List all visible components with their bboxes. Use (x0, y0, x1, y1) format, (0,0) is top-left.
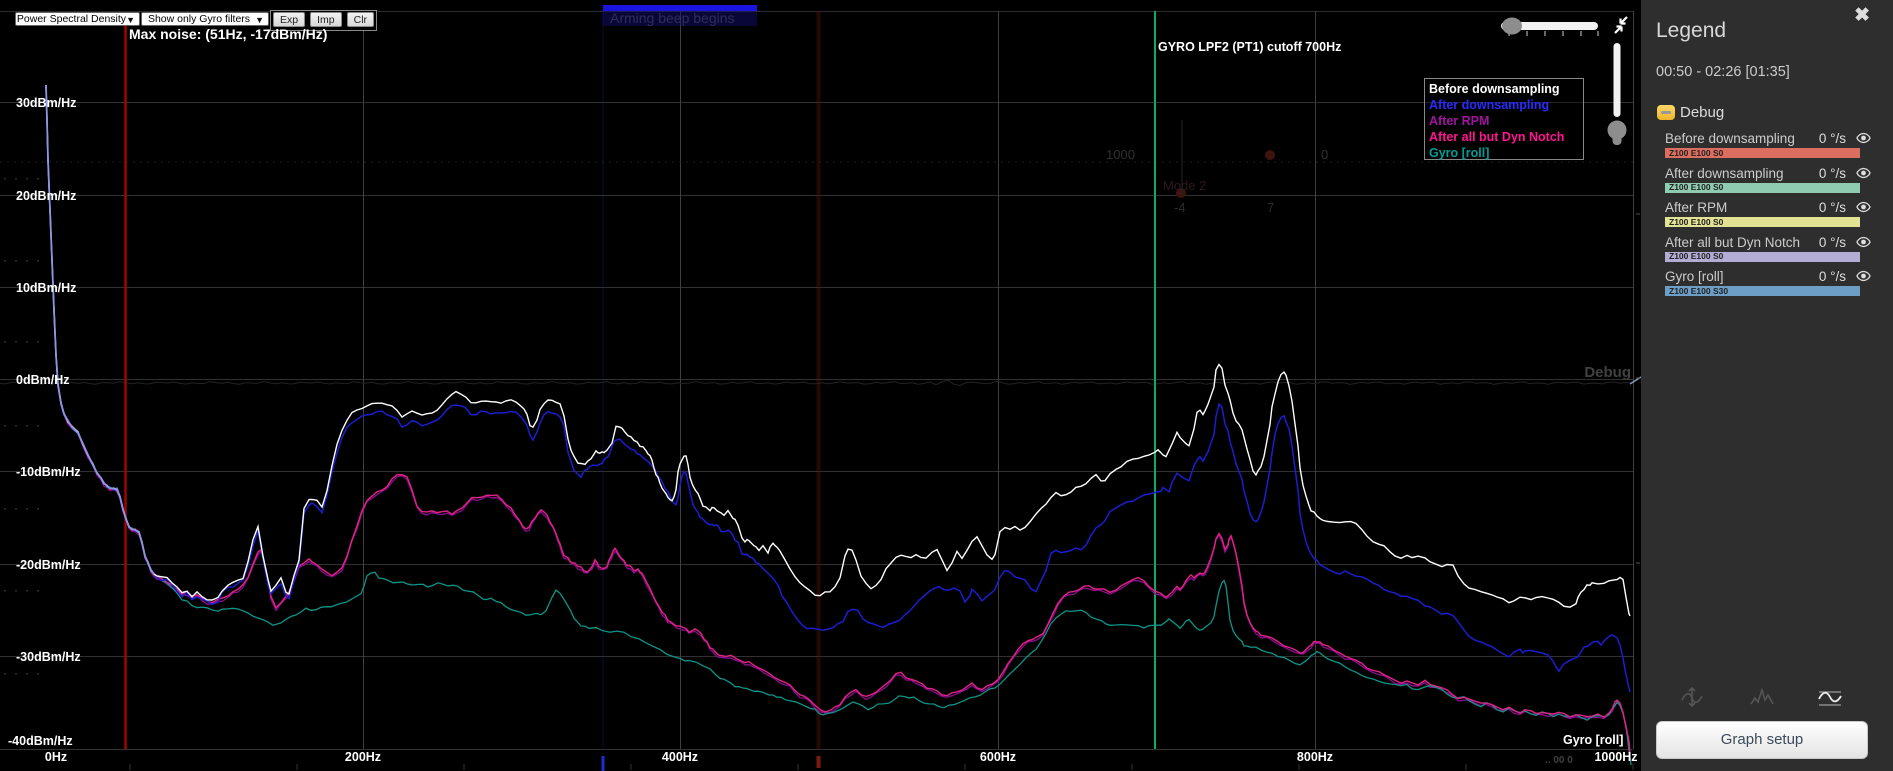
svg-text:7: 7 (1267, 200, 1274, 215)
svg-text:-20dBm/Hz: -20dBm/Hz (16, 558, 81, 572)
svg-text:800Hz: 800Hz (1297, 750, 1333, 764)
svg-text:-30dBm/Hz: -30dBm/Hz (16, 650, 81, 664)
svg-text:.. 00 0: .. 00 0 (1545, 755, 1573, 766)
svg-text:After downsampling: After downsampling (1429, 98, 1549, 112)
svg-text:Arming beep begins: Arming beep begins (610, 10, 735, 26)
svg-text:0dBm/Hz: 0dBm/Hz (16, 373, 69, 387)
svg-text:200Hz: 200Hz (345, 750, 381, 764)
svg-text:30dBm/Hz: 30dBm/Hz (16, 96, 76, 110)
svg-text:After RPM: After RPM (1429, 114, 1489, 128)
svg-text:400Hz: 400Hz (662, 750, 698, 764)
svg-text:-10dBm/Hz: -10dBm/Hz (16, 465, 81, 479)
svg-text:-4: -4 (1174, 200, 1186, 215)
svg-text:After all but Dyn Notch: After all but Dyn Notch (1429, 130, 1564, 144)
svg-text:1000: 1000 (1106, 147, 1135, 162)
svg-text:Debug: Debug (1584, 364, 1631, 381)
svg-text:GYRO LPF2 (PT1) cutoff 700Hz: GYRO LPF2 (PT1) cutoff 700Hz (1158, 40, 1341, 54)
svg-text:-40dBm/Hz: -40dBm/Hz (8, 734, 73, 748)
svg-text:20dBm/Hz: 20dBm/Hz (16, 189, 76, 203)
svg-text:0Hz: 0Hz (45, 750, 67, 764)
svg-text:0: 0 (1321, 147, 1328, 162)
svg-text:1000Hz: 1000Hz (1594, 750, 1637, 764)
svg-text:Gyro [roll]: Gyro [roll] (1429, 146, 1489, 160)
svg-text:Mode 2: Mode 2 (1163, 178, 1206, 193)
svg-text:10dBm/Hz: 10dBm/Hz (16, 281, 76, 295)
svg-text:Gyro [roll]: Gyro [roll] (1563, 733, 1623, 747)
svg-text:600Hz: 600Hz (980, 750, 1016, 764)
svg-text:Before downsampling: Before downsampling (1429, 82, 1560, 96)
